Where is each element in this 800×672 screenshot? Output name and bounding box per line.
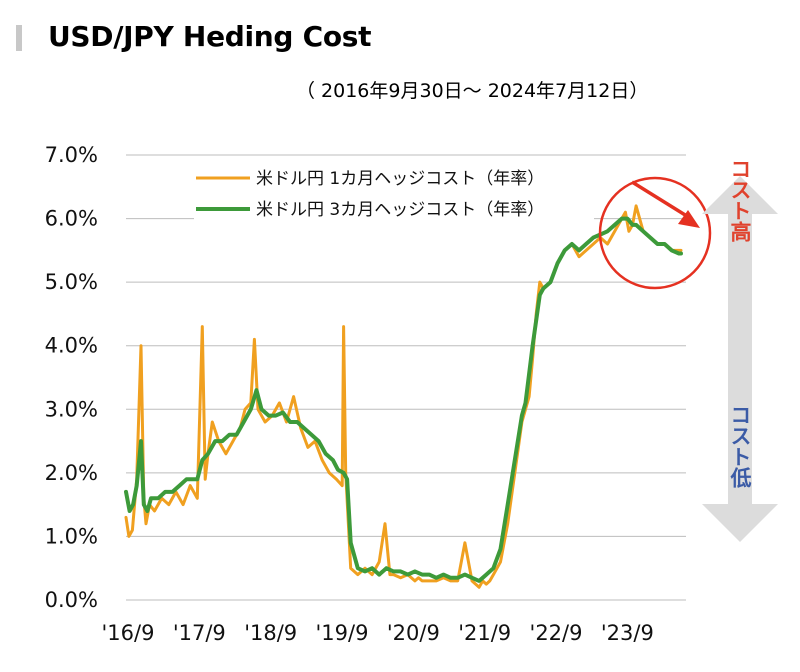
double-headed-arrow [702, 176, 778, 542]
red-arrow-head [678, 210, 700, 228]
y-tick-label: 2.0% [45, 461, 98, 485]
highlight-annotation [598, 176, 712, 290]
x-axis-ticks: '16/9 '17/9 '18/9 '19/9 '20/9 '21/9 '22/9 '23/9 [102, 621, 654, 645]
x-tick-label: '20/9 [387, 621, 440, 645]
cost-low-label: コスト低 [728, 404, 753, 489]
x-tick-label: '19/9 [316, 621, 369, 645]
x-tick-label: '21/9 [458, 621, 511, 645]
y-tick-label: 3.0% [45, 397, 98, 421]
legend-background [194, 163, 594, 225]
x-tick-label: '16/9 [102, 621, 155, 645]
x-tick-label: '22/9 [530, 621, 583, 645]
title-accent-bar [16, 25, 22, 51]
y-tick-label: 6.0% [45, 207, 98, 231]
series-line-3m [124, 216, 683, 583]
red-trend-arrow [631, 180, 691, 220]
highlight-circle [598, 176, 712, 290]
date-range-subtitle: （ 2016年9月30日～ 2024年7月12日） [296, 80, 649, 102]
cost-scale-arrow: コスト高 コスト低 [702, 158, 778, 542]
legend-label-3m: 米ドル円 3カ月ヘッジコスト（年率） [256, 200, 544, 220]
series-line-1m [124, 204, 683, 589]
legend-label-1m: 米ドル円 1カ月ヘッジコスト（年率） [256, 169, 544, 189]
y-tick-label: 1.0% [45, 524, 98, 548]
chart-title: USD/JPY Heding Cost [48, 20, 372, 53]
y-axis-ticks: 0.0% 1.0% 2.0% 3.0% 4.0% 5.0% 6.0% 7.0% [45, 143, 98, 612]
legend: 米ドル円 1カ月ヘッジコスト（年率） 米ドル円 3カ月ヘッジコスト（年率） [194, 163, 594, 225]
y-tick-label: 5.0% [45, 270, 98, 294]
y-tick-label: 4.0% [45, 334, 98, 358]
x-tick-label: '17/9 [173, 621, 226, 645]
y-tick-label: 0.0% [45, 588, 98, 612]
y-tick-label: 7.0% [45, 143, 98, 167]
cost-high-label: コスト高 [728, 158, 752, 242]
x-tick-label: '18/9 [244, 621, 297, 645]
series-lines [124, 204, 683, 589]
x-tick-label: '23/9 [601, 621, 654, 645]
